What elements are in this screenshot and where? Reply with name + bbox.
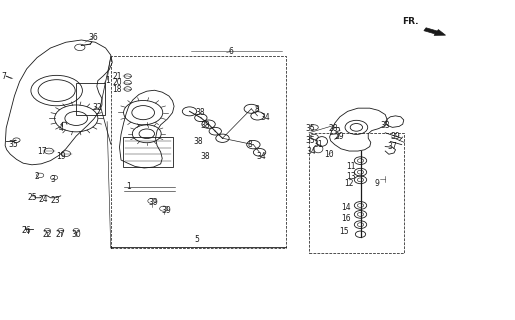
Text: FR.: FR. [402,17,419,26]
Text: 34: 34 [257,152,266,161]
Text: 10: 10 [324,150,333,159]
Text: 20: 20 [113,78,122,87]
Text: 34: 34 [307,147,316,156]
Text: 9: 9 [374,179,380,188]
Text: 11: 11 [347,162,356,171]
Text: 35: 35 [8,140,18,149]
Text: 8: 8 [247,140,252,149]
Text: 1: 1 [126,182,131,191]
Text: 32: 32 [92,103,101,112]
Text: 15: 15 [339,227,349,236]
Text: 38: 38 [200,152,210,161]
Text: 8: 8 [254,105,259,114]
Text: 38: 38 [195,108,204,117]
Text: 7: 7 [2,72,7,81]
Text: 33: 33 [381,121,390,130]
Text: 38: 38 [200,121,210,130]
Text: 22: 22 [43,230,52,239]
Text: 29: 29 [334,132,344,141]
Text: 23: 23 [51,196,60,205]
Bar [123,137,173,167]
Text: 36: 36 [89,33,98,42]
Text: 39: 39 [161,206,170,215]
Bar [111,56,286,248]
Text: 27: 27 [56,230,65,239]
Text: 28: 28 [329,124,338,133]
Text: 5: 5 [194,235,199,244]
Text: 1: 1 [105,76,110,85]
Bar [309,133,404,253]
Text: 39: 39 [149,198,158,207]
Text: 26: 26 [22,226,31,235]
Text: 14: 14 [341,203,351,212]
Text: 39: 39 [391,132,400,141]
Text: 34: 34 [261,113,270,122]
Text: 38: 38 [194,137,203,146]
Text: 21: 21 [113,72,122,81]
Text: 13: 13 [347,172,356,181]
Text: 18: 18 [113,85,122,94]
Text: 25: 25 [27,193,37,202]
Text: 35: 35 [305,136,315,145]
Text: 6: 6 [228,47,233,56]
Text: 12: 12 [345,179,354,188]
Text: 24: 24 [39,195,48,204]
Text: 3: 3 [50,175,55,184]
Text: 30: 30 [72,230,81,239]
Text: 19: 19 [56,152,65,161]
Text: 16: 16 [341,214,351,223]
Text: 2: 2 [35,172,40,181]
Text: 4: 4 [58,124,63,133]
Polygon shape [424,28,445,36]
Text: 17: 17 [38,147,47,156]
Text: 37: 37 [388,142,397,151]
Text: 31: 31 [314,140,323,149]
Bar [76,83,105,115]
Text: 35: 35 [305,124,315,133]
